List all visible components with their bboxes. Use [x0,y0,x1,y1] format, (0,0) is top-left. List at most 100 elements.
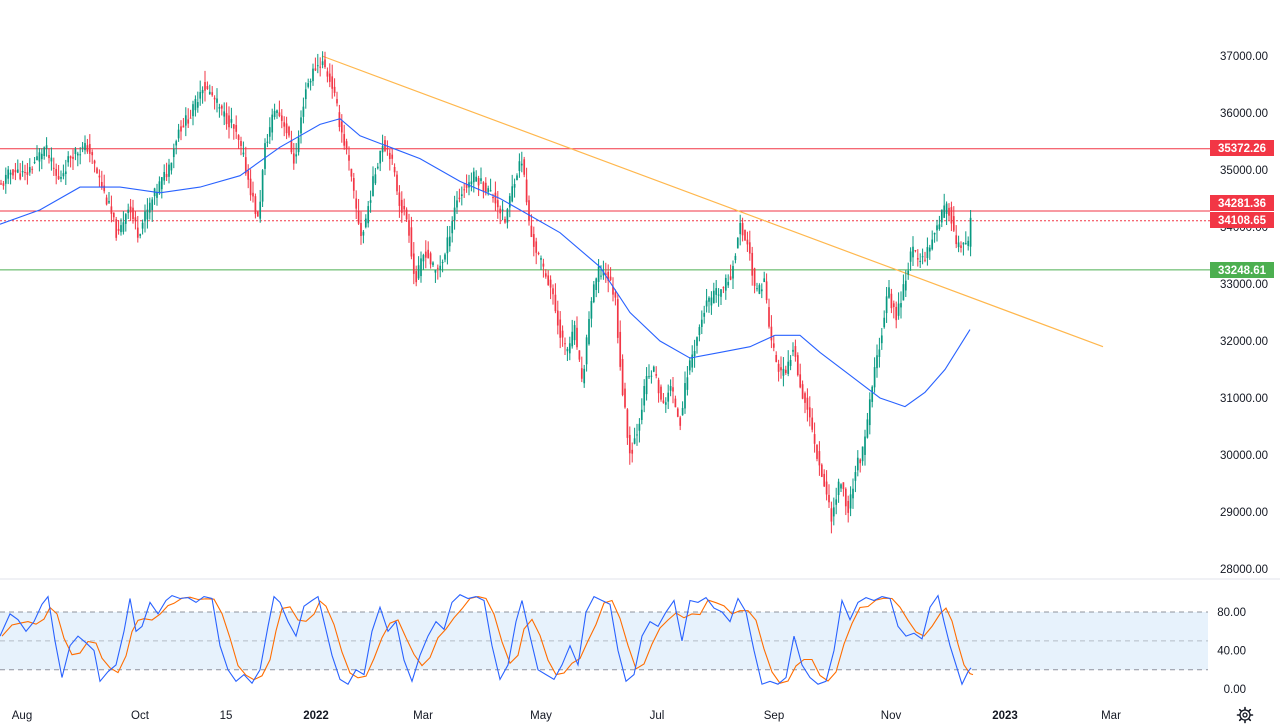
candle-body[interactable] [597,266,600,282]
candle-body[interactable] [57,176,60,179]
candle-body[interactable] [950,207,953,224]
candle-body[interactable] [703,312,706,317]
candle-body[interactable] [405,209,408,220]
candle-body[interactable] [268,127,271,137]
candle-body[interactable] [453,207,456,221]
candle-body[interactable] [148,202,151,213]
candle-body[interactable] [14,170,17,173]
candle-body[interactable] [648,376,650,378]
candle-body[interactable] [732,265,734,279]
candle-body[interactable] [40,153,43,160]
candle-body[interactable] [684,383,686,409]
candle-body[interactable] [883,317,886,328]
candle-body[interactable] [832,507,835,517]
candle-body[interactable] [792,349,794,352]
candle-body[interactable] [902,284,905,301]
candle-body[interactable] [232,124,235,129]
candle-body[interactable] [962,242,965,245]
candle-body[interactable] [784,369,787,374]
candle-body[interactable] [19,173,22,180]
candle-body[interactable] [372,176,374,197]
candle-body[interactable] [616,299,619,338]
candle-body[interactable] [811,417,814,430]
candle-body[interactable] [741,223,744,236]
candle-body[interactable] [52,167,55,169]
candle-body[interactable] [21,171,24,173]
candle-body[interactable] [696,337,698,346]
candle-body[interactable] [876,355,878,369]
candle-body[interactable] [756,288,758,290]
candle-body[interactable] [441,261,444,263]
candle-body[interactable] [429,253,432,265]
candle-body[interactable] [237,135,240,140]
candle-body[interactable] [542,263,545,267]
candle-body[interactable] [828,494,830,503]
candle-body[interactable] [170,162,173,171]
candle-body[interactable] [585,337,588,365]
candle-body[interactable] [182,125,185,128]
candle-body[interactable] [412,253,415,274]
candle-body[interactable] [7,169,10,179]
candle-body[interactable] [86,145,89,152]
candle-body[interactable] [765,281,768,301]
candle-body[interactable] [300,117,302,134]
candle-body[interactable] [393,166,396,173]
candle-body[interactable] [936,225,938,231]
stochastic-d-line[interactable] [1,596,974,684]
candle-body[interactable] [789,359,792,366]
candle-body[interactable] [657,379,660,394]
candle-body[interactable] [530,225,533,237]
candle-body[interactable] [825,481,828,495]
candle-body[interactable] [770,326,773,341]
candle-body[interactable] [280,115,283,121]
candle-body[interactable] [955,235,958,245]
candle-body[interactable] [220,105,223,109]
moving-average[interactable] [0,118,971,408]
candle-body[interactable] [727,281,730,286]
candle-body[interactable] [816,444,818,459]
candle-body[interactable] [381,146,384,153]
candle-body[interactable] [151,199,154,211]
candle-body[interactable] [316,65,319,67]
candle-body[interactable] [235,125,238,132]
candle-body[interactable] [794,346,797,357]
candle-body[interactable] [926,247,929,259]
candle-body[interactable] [933,232,936,235]
candle-body[interactable] [842,482,845,490]
candle-body[interactable] [768,307,770,327]
candle-body[interactable] [91,152,94,156]
candle-body[interactable] [196,102,199,108]
candle-body[interactable] [158,181,161,193]
candle-body[interactable] [643,386,646,406]
candle-body[interactable] [885,296,888,314]
candle-body[interactable] [504,219,506,223]
candle-body[interactable] [576,327,578,348]
candle-body[interactable] [45,145,48,149]
candle-body[interactable] [871,386,874,402]
candle-body[interactable] [376,166,379,169]
candle-body[interactable] [487,188,490,193]
candle-body[interactable] [271,114,274,133]
candle-body[interactable] [806,397,809,410]
candle-body[interactable] [295,154,298,157]
candle-body[interactable] [456,200,458,208]
candle-body[interactable] [708,297,710,302]
candle-body[interactable] [588,318,590,345]
candle-body[interactable] [700,319,703,327]
candle-body[interactable] [736,237,739,249]
candle-body[interactable] [172,148,175,158]
candle-body[interactable] [592,284,595,303]
candle-body[interactable] [436,267,439,269]
candle-body[interactable] [938,224,941,229]
candle-body[interactable] [590,301,593,319]
candle-body[interactable] [62,173,65,177]
candle-body[interactable] [691,354,694,368]
candle-body[interactable] [350,168,353,177]
candle-body[interactable] [751,252,754,276]
candle-body[interactable] [410,227,413,257]
candle-body[interactable] [388,152,391,160]
candle-body[interactable] [146,209,149,220]
candle-body[interactable] [760,289,763,292]
candle-body[interactable] [424,251,427,258]
candle-body[interactable] [626,409,629,438]
